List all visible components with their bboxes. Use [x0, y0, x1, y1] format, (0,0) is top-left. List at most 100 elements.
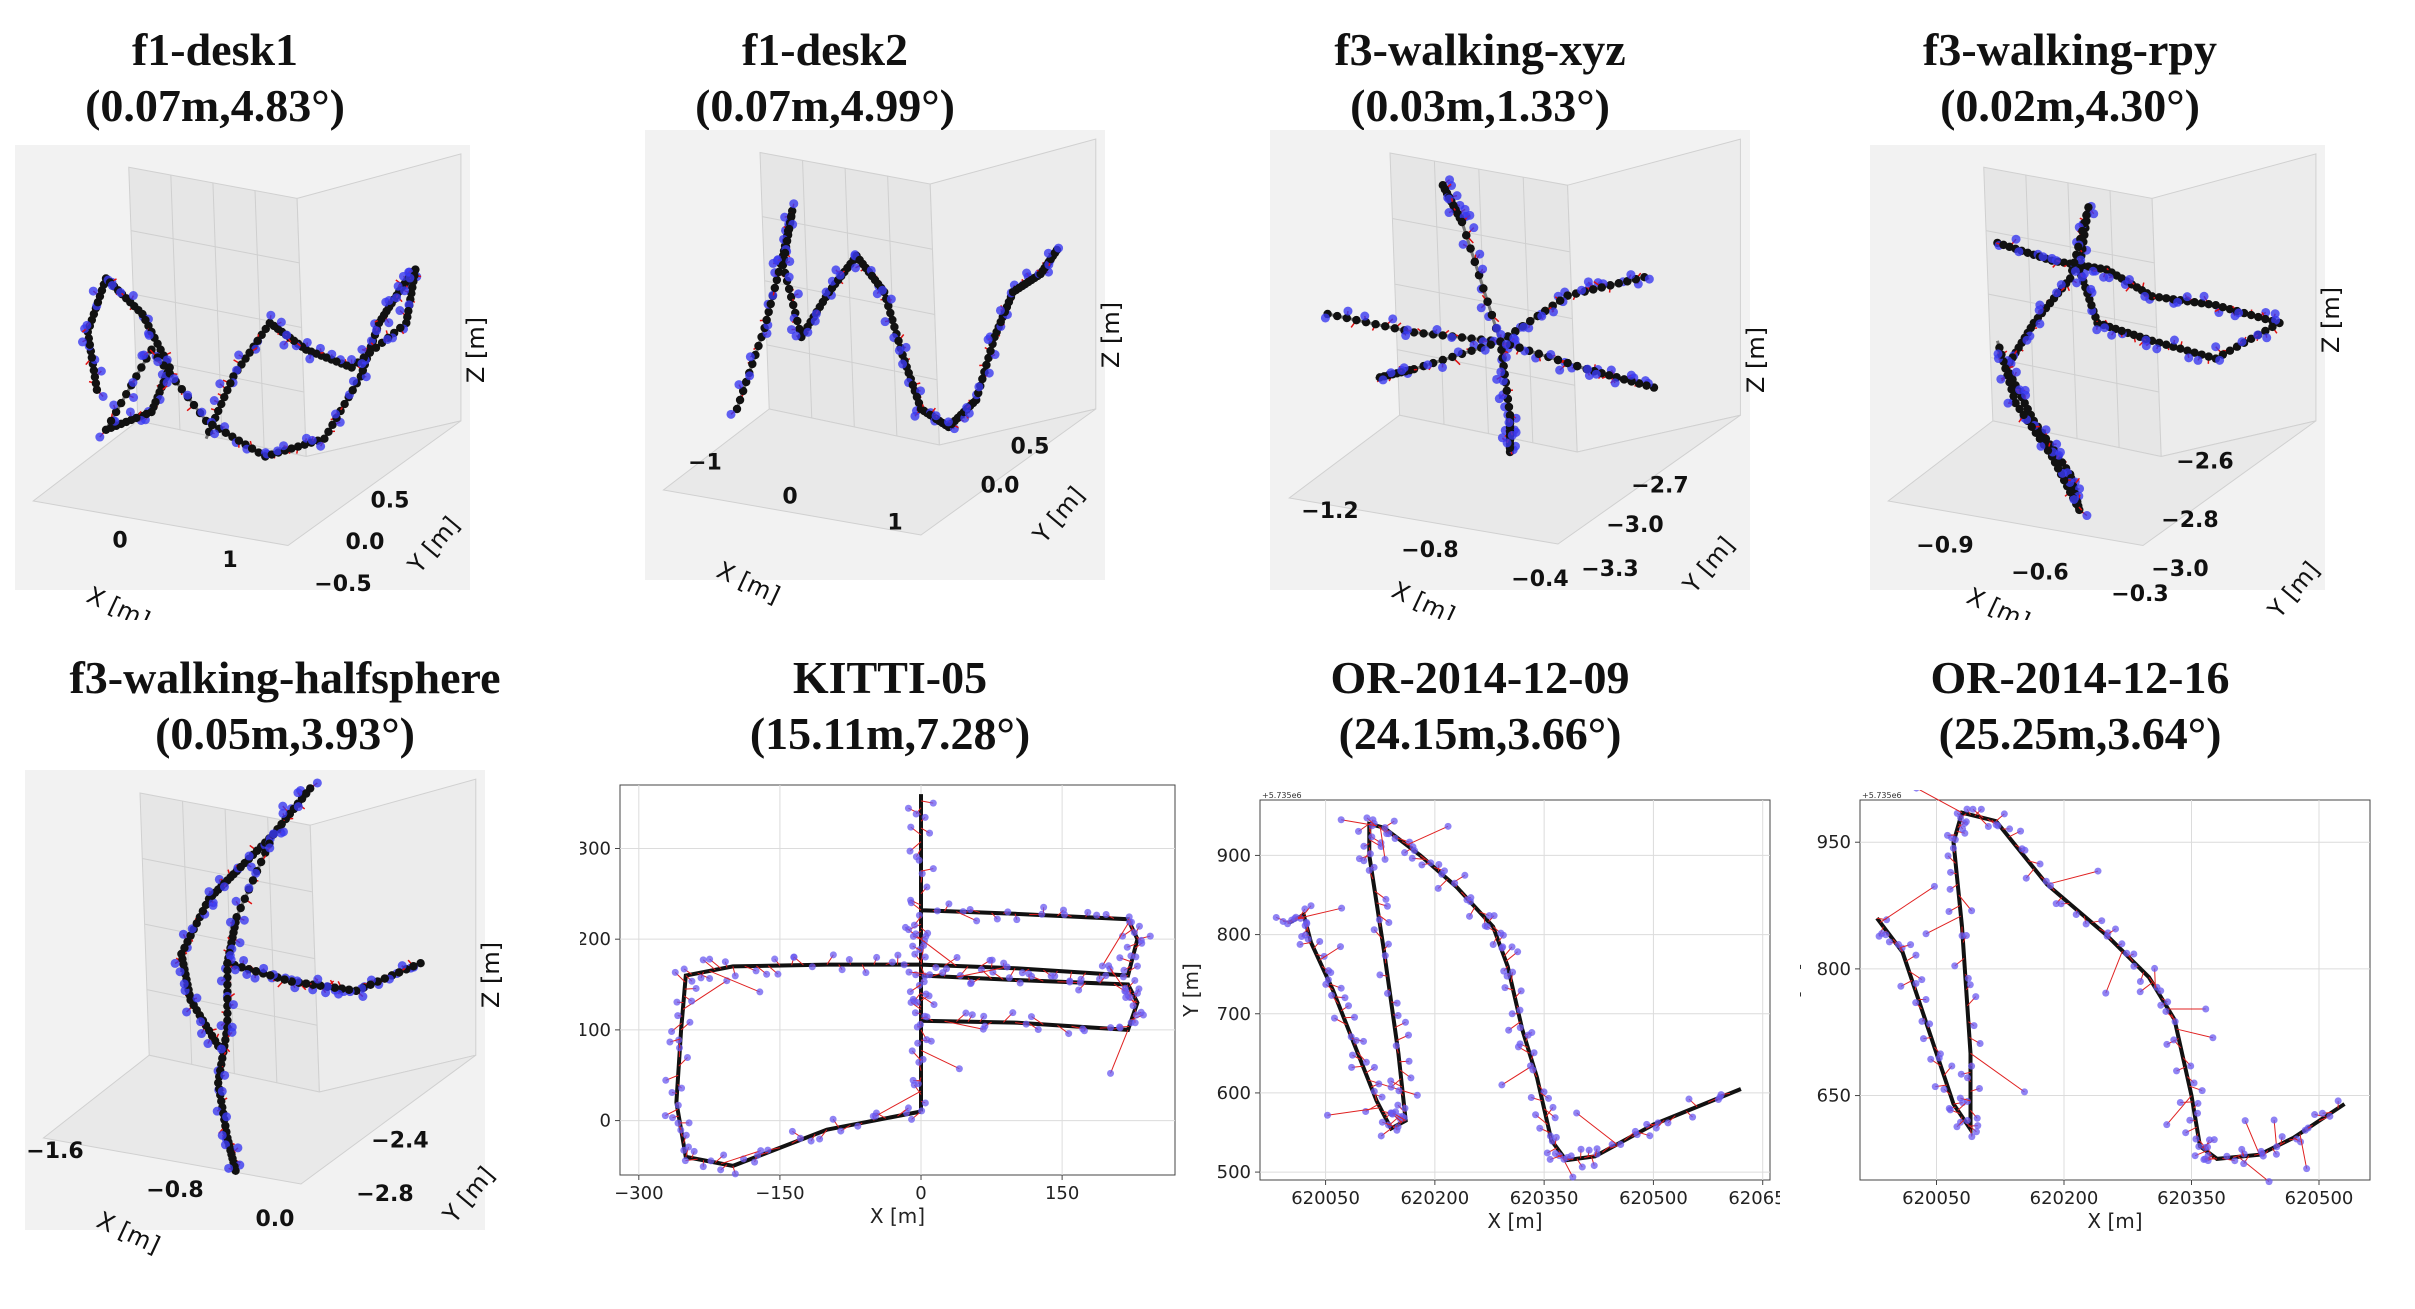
est-point: [1107, 1069, 1115, 1077]
gt-point: [2001, 364, 2010, 373]
gt-point: [2176, 344, 2185, 353]
est-point: [197, 1029, 207, 1039]
est-point: [1304, 935, 1312, 943]
est-point: [82, 320, 92, 330]
y-tick-label: 0.5: [1011, 434, 1050, 459]
error-line: [875, 1090, 922, 1117]
est-point: [2094, 867, 2102, 875]
est-point: [1022, 1020, 1030, 1028]
est-point: [1434, 884, 1442, 892]
est-point: [745, 352, 755, 362]
chart-subtitle-text: (15.11m,7.28°): [749, 708, 1031, 759]
est-point: [1324, 967, 1332, 975]
est-point: [1378, 1118, 1386, 1126]
est-point: [1116, 954, 1124, 962]
est-point: [1027, 1013, 1035, 1021]
est-point: [956, 972, 964, 980]
est-point: [666, 1038, 674, 1046]
est-point: [231, 896, 241, 906]
est-point: [1569, 1173, 1577, 1181]
est-point: [276, 317, 286, 327]
est-point: [845, 956, 853, 964]
est-point: [910, 921, 918, 929]
est-point: [109, 400, 119, 410]
est-point: [1951, 962, 1959, 970]
est-point: [918, 1107, 926, 1115]
gt-point: [1419, 329, 1428, 338]
est-point: [2014, 247, 2024, 257]
gt-point: [890, 322, 899, 332]
est-point: [125, 407, 135, 417]
gt-point: [231, 1166, 240, 1175]
est-point: [2011, 367, 2021, 377]
est-point: [764, 1146, 772, 1154]
est-point: [1643, 1120, 1651, 1128]
est-point: [293, 788, 303, 798]
est-point: [1444, 822, 1452, 830]
y-tick-label: 0.0: [981, 474, 1020, 499]
est-point: [683, 1053, 691, 1061]
error-line: [944, 1020, 984, 1030]
est-point: [1133, 962, 1141, 970]
est-point: [1957, 814, 1965, 822]
est-point: [2170, 1036, 2178, 1044]
est-point: [1378, 375, 1388, 385]
gt-point: [754, 341, 763, 351]
est-point: [1040, 903, 1048, 911]
est-point: [196, 1017, 206, 1027]
est-point: [144, 330, 154, 340]
est-point: [2136, 977, 2144, 985]
est-point: [1972, 1128, 1980, 1136]
gt-point: [1462, 231, 1471, 240]
est-point: [1498, 944, 1506, 952]
est-point: [1453, 347, 1463, 357]
est-point: [1345, 1002, 1353, 1010]
est-point: [1407, 1074, 1415, 1082]
gt-point: [91, 379, 101, 388]
gt-point: [1390, 324, 1399, 333]
est-point: [1593, 1145, 1601, 1153]
est-point: [1529, 1066, 1537, 1074]
est-point: [1920, 1035, 1928, 1043]
est-point: [2103, 932, 2111, 940]
gt-point: [111, 407, 121, 417]
est-point: [1977, 805, 1985, 813]
est-point: [2195, 1143, 2203, 1151]
est-point: [913, 1023, 921, 1031]
est-point: [2006, 825, 2014, 833]
gt-point: [770, 283, 780, 293]
est-point: [1968, 907, 1976, 915]
est-point: [669, 1114, 677, 1122]
est-point: [780, 212, 790, 222]
est-point: [791, 331, 801, 341]
gt-point: [287, 444, 296, 453]
est-point: [2157, 1001, 2165, 1009]
gt-point: [1606, 281, 1615, 290]
est-point: [1626, 270, 1636, 280]
est-point: [923, 883, 931, 891]
est-point: [912, 853, 920, 861]
est-point: [2190, 1079, 2198, 1087]
error-line: [1296, 907, 1342, 920]
est-point: [1560, 1155, 1568, 1163]
est-point: [2036, 860, 2044, 868]
est-point: [1360, 1037, 1368, 1045]
est-point: [1301, 905, 1309, 913]
est-point: [1508, 943, 1516, 951]
est-point: [962, 1009, 970, 1017]
est-point: [1119, 973, 1127, 981]
x-axis-label: X [m]: [870, 1204, 925, 1228]
error-line: [682, 980, 728, 1010]
gt-point: [1438, 355, 1447, 365]
est-point: [1591, 369, 1601, 379]
est-point: [1527, 1094, 1535, 1102]
gt-point: [1619, 375, 1629, 384]
est-point: [1394, 1011, 1402, 1019]
est-point: [1121, 987, 1129, 995]
est-point: [1105, 962, 1113, 970]
gt-point: [1467, 346, 1476, 355]
gt-point: [394, 968, 404, 977]
est-point: [1633, 1131, 1641, 1139]
est-point: [668, 1027, 676, 1035]
gt-point: [1563, 358, 1572, 368]
